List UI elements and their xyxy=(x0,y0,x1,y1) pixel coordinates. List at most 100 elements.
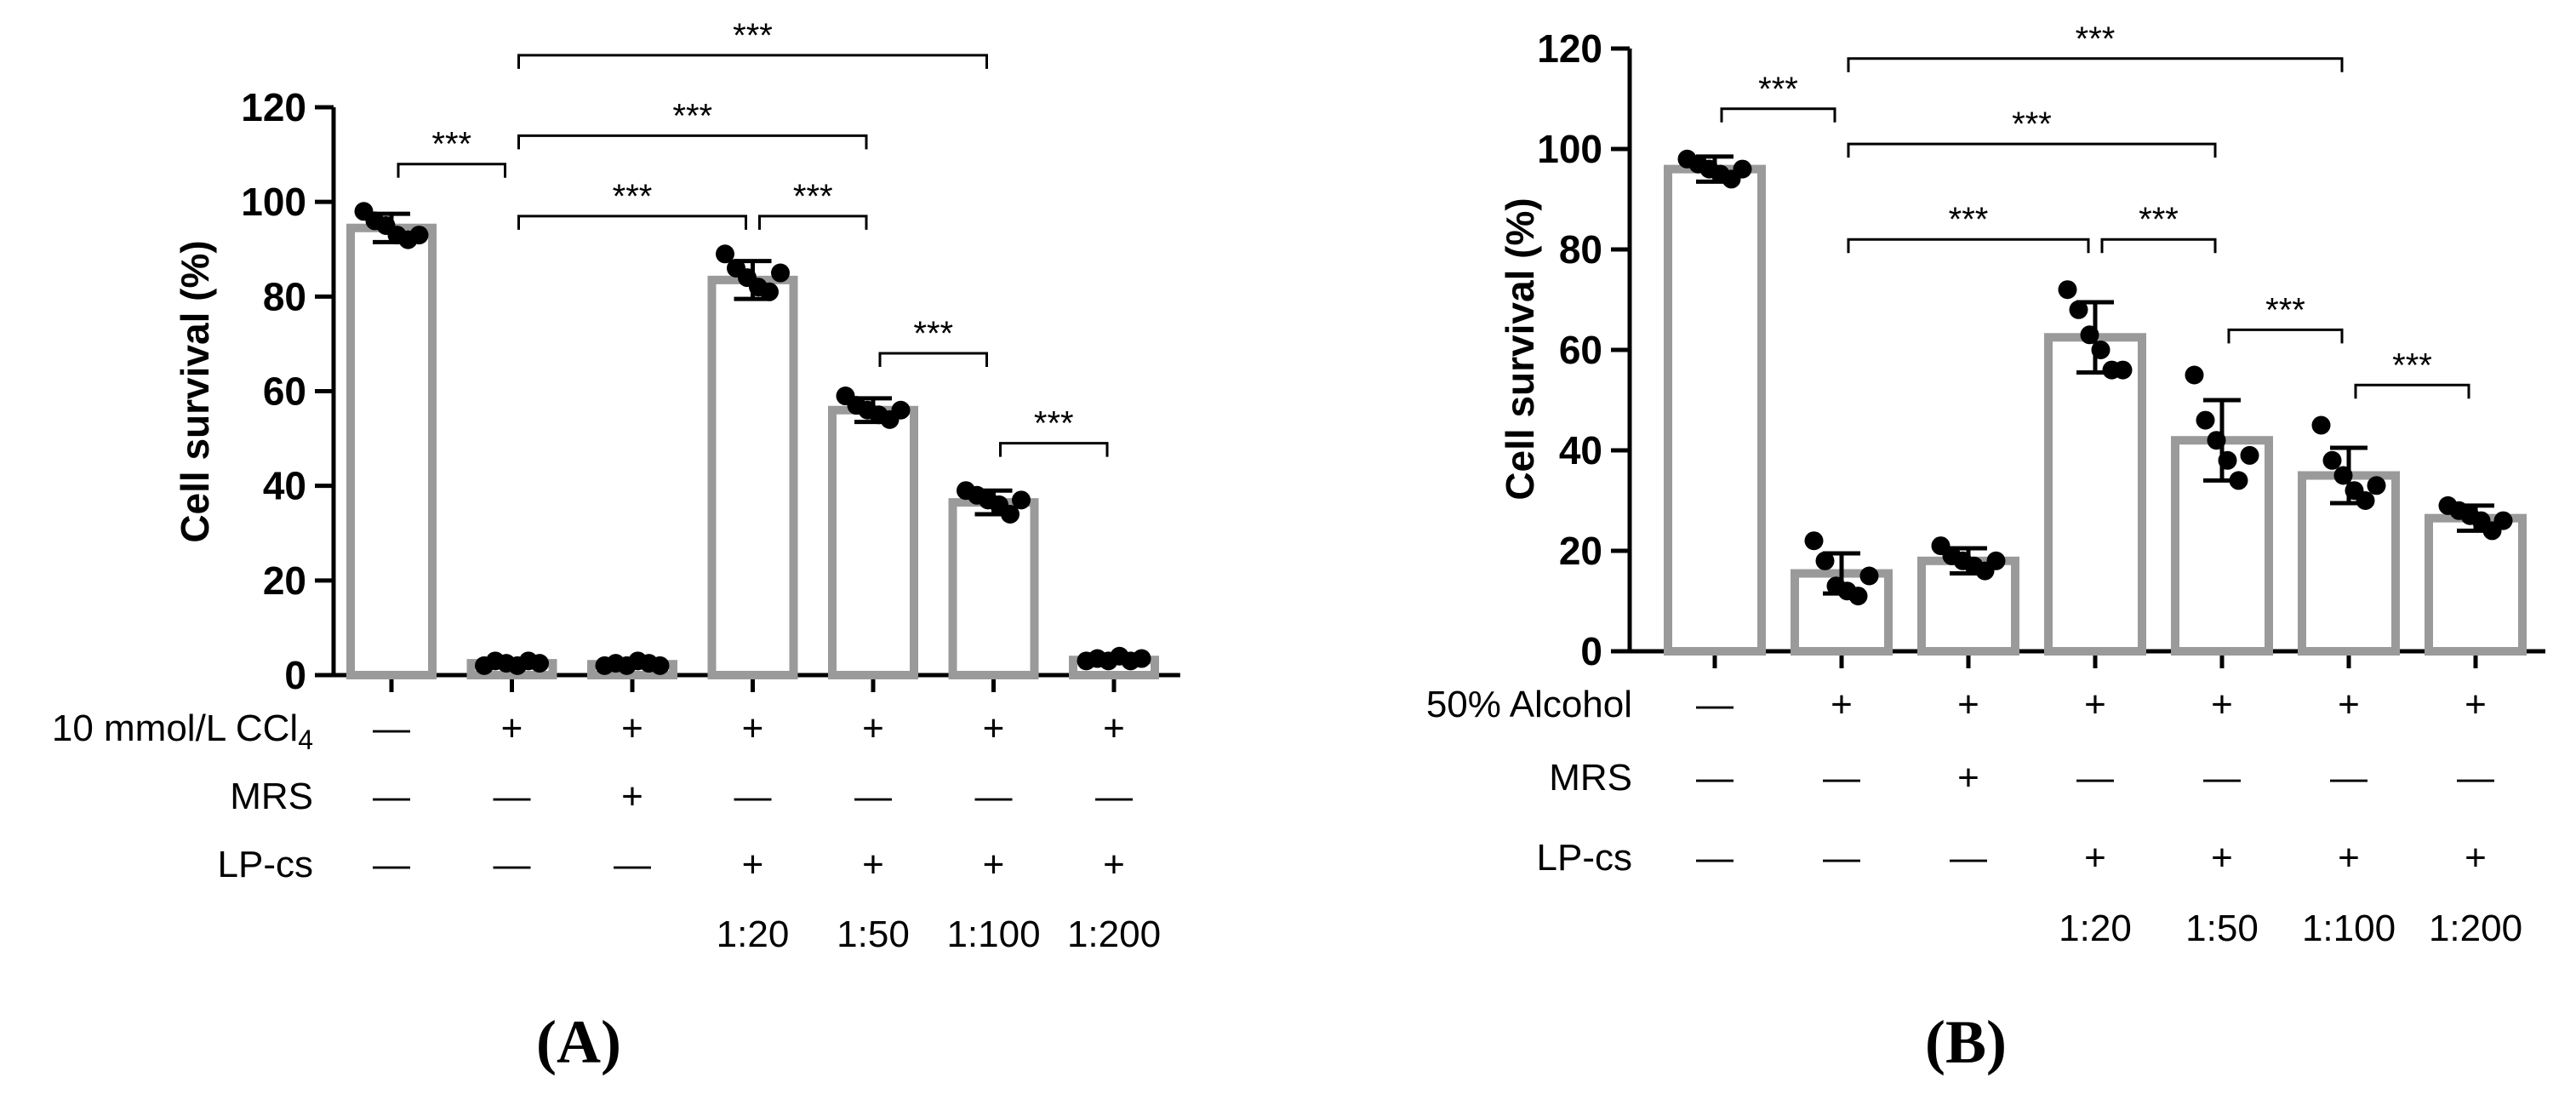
treatment-symbol: + xyxy=(501,707,523,749)
dilution-label: 1:20 xyxy=(717,913,790,955)
bar xyxy=(707,275,798,679)
dilution-label: 1:100 xyxy=(2302,908,2396,949)
treatment-row-label-text: 50% Alcohol xyxy=(1426,684,1632,725)
treatment-symbol: — xyxy=(373,844,410,885)
data-point xyxy=(1815,551,1835,570)
significance-label: *** xyxy=(1949,201,1989,238)
significance-label: *** xyxy=(913,315,953,352)
significance-bracket xyxy=(878,352,988,368)
panel-a: 0 20 40 60 80 100 120 Cell survival (%) *** *** **… xyxy=(52,17,1180,1076)
y-tick-label: 100 xyxy=(1537,127,1602,171)
y-tick-label: 20 xyxy=(1559,529,1602,573)
treatment-symbol: + xyxy=(2338,837,2360,879)
treatment-symbol: — xyxy=(2203,757,2241,799)
treatment-symbol: — xyxy=(494,776,531,817)
data-point xyxy=(2356,491,2375,510)
data-point xyxy=(1848,587,1868,606)
significance-label: *** xyxy=(613,178,653,215)
dilution-label: 1:50 xyxy=(2185,908,2259,949)
treatment-symbol: + xyxy=(2084,837,2106,879)
treatment-row-label: MRS xyxy=(1549,757,1632,799)
significance-label: *** xyxy=(2265,291,2305,329)
data-point xyxy=(1859,566,1879,586)
data-point xyxy=(1804,531,1824,551)
significance-bracket xyxy=(517,54,988,69)
treatment-symbol: + xyxy=(983,844,1005,885)
data-point xyxy=(1986,551,2006,570)
bar xyxy=(1664,164,1766,656)
data-point xyxy=(1132,649,1151,668)
significance-bracket xyxy=(517,215,747,230)
data-point xyxy=(2185,365,2204,385)
treatment-symbol: — xyxy=(1095,776,1133,817)
dilution-label: 1:200 xyxy=(1067,913,1161,955)
significance-label: *** xyxy=(2139,201,2179,238)
significance-bracket xyxy=(517,134,868,150)
y-tick-label: 20 xyxy=(263,558,306,603)
treatment-row-label-text: LP-cs xyxy=(218,844,313,885)
significance-label: *** xyxy=(431,126,471,163)
data-point xyxy=(2080,325,2099,345)
y-tick-label: 100 xyxy=(241,180,306,224)
treatment-symbol: — xyxy=(373,707,410,749)
dilution-label: 1:100 xyxy=(946,913,1040,955)
data-point xyxy=(2091,341,2110,359)
treatment-symbol: + xyxy=(621,707,643,749)
treatment-symbol: + xyxy=(1103,707,1125,749)
treatment-symbol: — xyxy=(2457,757,2494,799)
treatment-symbol: + xyxy=(2465,837,2487,879)
y-tick-label: 0 xyxy=(1580,629,1602,673)
treatment-symbol: — xyxy=(1696,684,1734,725)
bar xyxy=(2044,333,2146,656)
data-point xyxy=(716,244,734,264)
treatment-symbol: + xyxy=(2211,684,2233,725)
treatment-symbol: + xyxy=(2211,837,2233,879)
treatment-symbol: — xyxy=(1696,837,1734,879)
significance-label: *** xyxy=(2012,106,2052,143)
treatment-symbol: — xyxy=(1696,757,1734,799)
data-point xyxy=(2229,471,2248,490)
bar xyxy=(2425,513,2527,656)
treatment-symbol: + xyxy=(2084,684,2106,725)
treatment-symbol: + xyxy=(1957,684,1979,725)
treatment-symbol: — xyxy=(854,776,892,817)
data-point xyxy=(2218,450,2237,470)
bar xyxy=(828,405,918,679)
significance-label: *** xyxy=(1034,405,1074,443)
data-point xyxy=(2322,450,2342,470)
data-point xyxy=(760,282,779,301)
treatment-row-label: MRS xyxy=(230,776,313,817)
data-point xyxy=(1733,159,1752,179)
treatment-row-label-text: LP-cs xyxy=(1537,837,1632,879)
y-tick-label: 80 xyxy=(263,274,306,318)
data-point xyxy=(2367,476,2386,495)
data-point xyxy=(1001,505,1020,524)
panel-label: (B) xyxy=(1925,1008,2007,1076)
bar xyxy=(346,223,437,679)
data-point xyxy=(409,226,429,245)
bar xyxy=(1917,556,2019,656)
data-point xyxy=(1012,490,1031,510)
treatment-symbol: — xyxy=(734,776,772,817)
y-axis-label: Cell survival (%) xyxy=(1498,198,1542,500)
treatment-row-label: LP-cs xyxy=(218,844,313,885)
panel-b: 0 20 40 60 80 100 120 Cell survival (%) *** *** **… xyxy=(1426,20,2545,1076)
data-point xyxy=(2240,445,2259,465)
bar xyxy=(948,498,1039,680)
y-tick-label: 120 xyxy=(1537,26,1602,71)
panel-label: (A) xyxy=(536,1008,621,1076)
data-point xyxy=(530,654,549,673)
treatment-row-label: LP-cs xyxy=(1537,837,1632,879)
significance-label: *** xyxy=(1758,71,1798,108)
y-tick-label: 40 xyxy=(263,464,306,508)
significance-label: *** xyxy=(2392,346,2432,384)
significance-bracket xyxy=(2227,328,2344,344)
treatment-row-label: 50% Alcohol xyxy=(1426,684,1632,725)
data-point xyxy=(2069,300,2088,319)
treatment-symbol: — xyxy=(494,844,531,885)
significance-bracket xyxy=(1847,142,2217,158)
y-tick-label: 60 xyxy=(263,369,306,414)
treatment-symbol: + xyxy=(2465,684,2487,725)
data-point xyxy=(2207,431,2226,450)
